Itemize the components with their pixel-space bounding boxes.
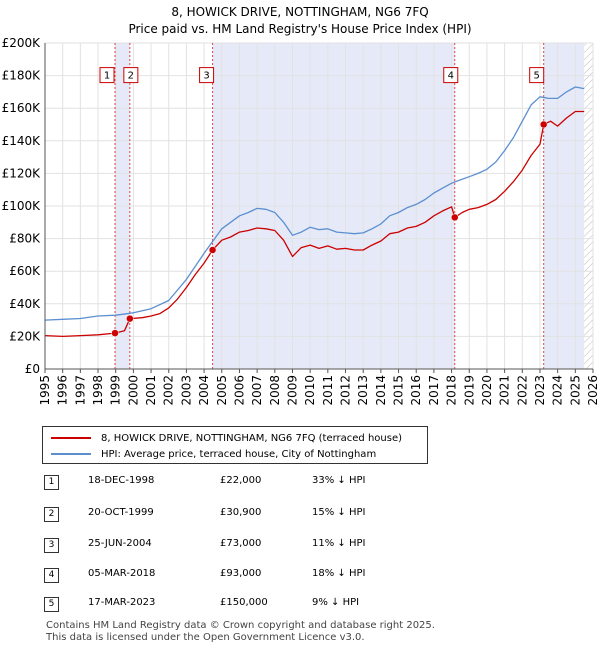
sale-label-number: 4 (448, 71, 454, 82)
x-tick-label: 2018 (445, 375, 459, 406)
transaction-date: 18-DEC-1998 (88, 475, 155, 486)
y-tick-label: £40K (9, 297, 41, 311)
transaction-price: £150,000 (220, 597, 268, 608)
legend-swatch-hpi (51, 453, 91, 455)
transaction-price: £30,900 (220, 507, 262, 518)
sale-point (111, 329, 119, 337)
transaction-number: 3 (44, 538, 59, 553)
x-tick-label: 2003 (179, 375, 193, 406)
transaction-price: £73,000 (220, 538, 262, 549)
transaction-number: 5 (44, 597, 59, 612)
transaction-date: 25-JUN-2004 (88, 538, 152, 549)
footer-copyright: Contains HM Land Registry data © Crown c… (46, 620, 435, 631)
transaction-hpi-diff: 9% ↓ HPI (312, 597, 360, 608)
property-series-line (44, 110, 585, 338)
x-tick-label: 2011 (321, 375, 335, 406)
price-chart: 1 2 3 4 5 £0 £20K £40K £60K £80K £100K £120K £140K £1… (2, 36, 600, 406)
transaction-price: £22,000 (220, 475, 262, 486)
x-tick-label: 2014 (374, 375, 388, 406)
x-tick-label: 2024 (551, 375, 565, 406)
x-tick-label: 2023 (533, 375, 547, 406)
x-tick-label: 2015 (392, 375, 406, 406)
legend-swatch-property (51, 437, 91, 439)
x-tick-label: 2001 (144, 375, 158, 406)
sale-label-number: 2 (128, 71, 134, 82)
sale-label-box (199, 67, 215, 84)
x-tick-label: 2013 (356, 375, 370, 406)
x-tick-label: 2005 (215, 375, 229, 406)
legend-item-property: 8, HOWICK DRIVE, NOTTINGHAM, NG6 7FQ (te… (51, 430, 402, 446)
y-tick-label: £20K (9, 329, 41, 343)
transaction-date: 17-MAR-2023 (88, 597, 156, 608)
y-tick-label: £80K (9, 232, 41, 246)
transaction-number: 2 (44, 507, 59, 522)
sale-label-number: 3 (203, 71, 209, 82)
sale-label-box (99, 67, 115, 84)
y-tick-label: £200K (2, 36, 42, 50)
sale-point (539, 120, 548, 129)
legend-label-hpi: HPI: Average price, terraced house, City… (101, 448, 377, 460)
x-tick-label: 1995 (38, 375, 52, 406)
hpi-series-line (44, 86, 585, 321)
transaction-hpi-diff: 33% ↓ HPI (312, 475, 366, 486)
y-tick-label: £120K (2, 166, 42, 180)
sale-label-box (529, 67, 545, 84)
sale-point (126, 314, 134, 323)
footer-licence: This data is licensed under the Open Gov… (46, 632, 365, 643)
transaction-date: 20-OCT-1999 (88, 507, 154, 518)
sale-point (208, 246, 217, 254)
x-tick-label: 2006 (232, 375, 246, 406)
sale-label-number: 1 (104, 71, 110, 82)
transaction-hpi-diff: 15% ↓ HPI (312, 507, 366, 518)
x-tick-label: 1999 (109, 375, 123, 406)
sale-label-number: 5 (533, 71, 539, 82)
x-tick-label: 2019 (462, 375, 476, 406)
x-tick-label: 1997 (73, 375, 87, 406)
transaction-price: £93,000 (220, 568, 262, 579)
transaction-number: 4 (44, 568, 59, 583)
y-tick-label: £0 (25, 362, 40, 376)
x-tick-label: 2012 (339, 375, 353, 406)
legend-label-property: 8, HOWICK DRIVE, NOTTINGHAM, NG6 7FQ (te… (101, 432, 403, 444)
y-tick-label: £160K (2, 101, 42, 115)
x-tick-label: 2008 (268, 375, 282, 406)
x-tick-label: 2009 (285, 375, 299, 406)
x-tick-label: 2016 (409, 375, 423, 406)
x-tick-label: 2010 (303, 375, 317, 406)
y-tick-label: £100K (2, 199, 42, 213)
x-tick-label: 2025 (568, 375, 582, 406)
transaction-number: 1 (44, 475, 59, 490)
x-tick-label: 2002 (162, 375, 176, 406)
transaction-date: 05-MAR-2018 (88, 568, 156, 579)
chart-title: 8, HOWICK DRIVE, NOTTINGHAM, NG6 7FQ (171, 5, 429, 19)
x-tick-label: 2004 (197, 375, 211, 406)
x-tick-label: 1996 (56, 375, 70, 406)
x-tick-label: 2022 (515, 375, 529, 406)
x-tick-label: 2026 (586, 375, 600, 406)
y-tick-label: £140K (2, 134, 42, 148)
transaction-hpi-diff: 18% ↓ HPI (312, 568, 366, 579)
x-tick-label: 2000 (126, 375, 140, 406)
chart-subtitle: Price paid vs. HM Land Registry's House … (128, 22, 472, 36)
transaction-hpi-diff: 11% ↓ HPI (312, 538, 366, 549)
x-tick-label: 2017 (427, 375, 441, 406)
sale-label-box (123, 67, 139, 84)
x-tick-label: 2020 (480, 375, 494, 406)
chart-legend: 8, HOWICK DRIVE, NOTTINGHAM, NG6 7FQ (te… (42, 426, 428, 464)
x-tick-label: 2007 (250, 375, 264, 406)
sale-point (451, 213, 459, 222)
x-tick-label: 1998 (91, 375, 105, 406)
sale-label-box (443, 67, 459, 84)
y-tick-label: £60K (9, 264, 41, 278)
y-tick-label: £180K (2, 69, 42, 83)
x-tick-label: 2021 (498, 375, 512, 406)
legend-item-hpi: HPI: Average price, terraced house, City… (51, 446, 376, 462)
